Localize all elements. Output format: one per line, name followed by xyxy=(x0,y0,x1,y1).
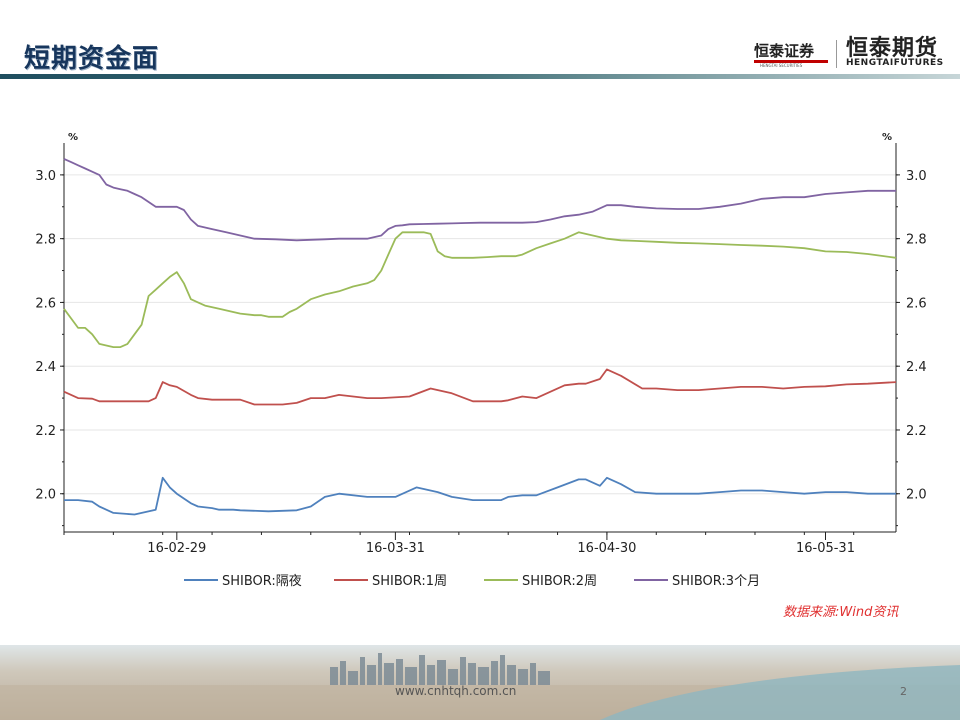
legend-label-1: SHIBOR:隔夜 xyxy=(222,574,302,589)
y-tick-label-left: 2.0 xyxy=(35,488,56,503)
y-tick-label-left: 2.4 xyxy=(35,360,56,375)
footer-website: www.cnhtqh.com.cn xyxy=(395,684,517,698)
y-tick-label-right: 2.0 xyxy=(906,488,927,503)
series-line-1 xyxy=(64,476,896,516)
legend-label-2: SHIBOR:1周 xyxy=(372,574,447,589)
chart-legend: SHIBOR:隔夜 SHIBOR:1周 SHIBOR:2周 SHIBOR:3个月 xyxy=(184,574,760,589)
legend-label-4: SHIBOR:3个月 xyxy=(672,574,760,589)
y-tick-label-right: 2.4 xyxy=(906,360,927,375)
data-source-note: 数据来源:Wind资讯 xyxy=(783,605,899,620)
y-tick-label-right: 2.8 xyxy=(906,233,927,248)
y-unit-right: % xyxy=(882,132,892,143)
hengtai-futures-logo: 恒泰期货 HENGTAIFUTURES xyxy=(846,30,956,70)
hengtai-securities-logo: 恒泰证券 HENGTAI SECURITIES xyxy=(752,40,837,68)
logo-right-subtext: HENGTAIFUTURES xyxy=(846,58,944,68)
x-tick-label: 16-04-30 xyxy=(577,541,636,556)
shibor-line-chart: 2.0 2.0 2.2 2.2 2.4 2.4 2.6 2.6 2.8 2.8 3.0 3.0% % 16… xyxy=(35,132,926,589)
y-tick-label-right: 2.2 xyxy=(906,424,927,439)
x-tick-label: 16-05-31 xyxy=(796,541,855,556)
series-line-4 xyxy=(63,158,896,242)
y-tick-label-left: 2.8 xyxy=(35,233,56,248)
y-tick-label-right: 2.6 xyxy=(906,296,927,311)
chart-series xyxy=(63,158,897,516)
y-tick-label-left: 2.6 xyxy=(35,296,56,311)
y-unit-left: % xyxy=(68,132,78,143)
x-tick-label: 16-03-31 xyxy=(366,541,425,556)
slide-header: 短期资金面 恒泰证券 HENGTAI SECURITIES 恒泰期货 HENGT… xyxy=(0,0,960,80)
title-underline xyxy=(0,74,960,79)
y-tick-label-left: 2.2 xyxy=(35,424,56,439)
series-line-3 xyxy=(63,231,897,349)
series-line-2 xyxy=(63,368,897,406)
y-tick-label-right: 3.0 xyxy=(906,169,927,184)
logo-left-subtext: HENGTAI SECURITIES xyxy=(760,63,803,68)
slide-title: 短期资金面 xyxy=(24,44,160,74)
logo-left-text: 恒泰证券 xyxy=(754,42,815,60)
logo-left-bar xyxy=(754,60,828,63)
legend-label-3: SHIBOR:2周 xyxy=(522,574,597,589)
logo-right-text: 恒泰期货 xyxy=(846,36,939,61)
x-tick-label: 16-02-29 xyxy=(147,541,206,556)
chart-grid xyxy=(64,174,896,495)
footer-banner: www.cnhtqh.com.cn 2 xyxy=(0,645,960,720)
page-number: 2 xyxy=(900,685,907,698)
city-skyline-graphic xyxy=(0,653,960,720)
y-tick-label-left: 3.0 xyxy=(35,169,56,184)
chart-axes: 2.0 2.0 2.2 2.2 2.4 2.4 2.6 2.6 2.8 2.8 3.0 3.0% % 16… xyxy=(35,132,926,556)
